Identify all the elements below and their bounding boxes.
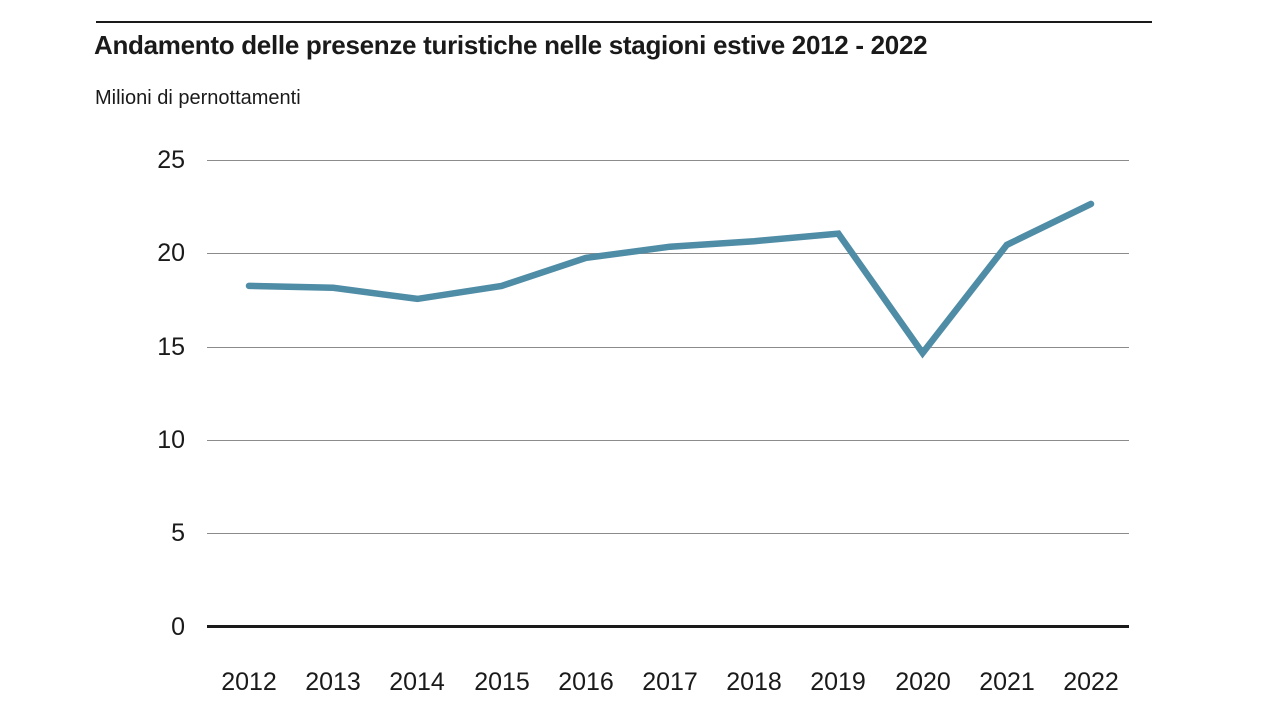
gridline-20 bbox=[207, 253, 1129, 254]
x-tick-label-2017: 2017 bbox=[642, 668, 698, 696]
y-tick-label-0: 0 bbox=[171, 613, 185, 641]
data-line bbox=[245, 200, 1095, 359]
chart-title: Andamento delle presenze turistiche nell… bbox=[94, 30, 928, 60]
gridline-5 bbox=[207, 533, 1129, 534]
y-tick-label-20: 20 bbox=[157, 239, 185, 267]
gridline-25 bbox=[207, 160, 1129, 161]
x-tick-label-2018: 2018 bbox=[726, 668, 782, 696]
gridline-10 bbox=[207, 440, 1129, 441]
y-tick-label-15: 15 bbox=[157, 333, 185, 361]
y-tick-label-10: 10 bbox=[157, 426, 185, 454]
x-tick-label-2014: 2014 bbox=[389, 668, 445, 696]
x-tick-label-2013: 2013 bbox=[305, 668, 361, 696]
x-tick-label-2020: 2020 bbox=[895, 668, 951, 696]
x-tick-label-2021: 2021 bbox=[979, 668, 1035, 696]
x-tick-label-2012: 2012 bbox=[221, 668, 277, 696]
gridline-15 bbox=[207, 347, 1129, 348]
x-tick-label-2016: 2016 bbox=[558, 668, 614, 696]
chart-subtitle: Milioni di pernottamenti bbox=[95, 87, 301, 109]
header-rule bbox=[96, 21, 1152, 23]
x-axis-line bbox=[207, 625, 1129, 628]
x-tick-label-2022: 2022 bbox=[1063, 668, 1119, 696]
x-tick-label-2015: 2015 bbox=[474, 668, 530, 696]
x-tick-label-2019: 2019 bbox=[810, 668, 866, 696]
y-tick-label-25: 25 bbox=[157, 146, 185, 174]
y-tick-label-5: 5 bbox=[171, 519, 185, 547]
